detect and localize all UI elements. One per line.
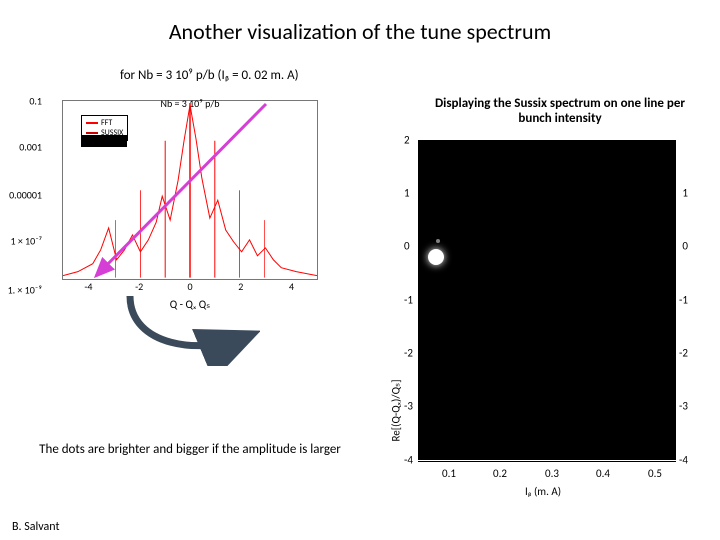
left-subtitle: for Nb = 3 10⁹ p/b (Iᵦ = 0. 02 m. A) (120, 68, 299, 83)
xtick: -4 (84, 280, 92, 293)
right-chart-area (418, 140, 676, 460)
page-title: Another visualization of the tune spectr… (0, 18, 720, 45)
ytick: 0.001 (6, 140, 42, 153)
ytick: -2 (679, 347, 688, 360)
ytick: 0.1 (6, 94, 42, 107)
caption-left: The dots are brighter and bigger if the … (30, 442, 350, 457)
xtick: 4 (289, 280, 294, 293)
left-chart: Spectrum Amplitude (Log scale) Nb = 3 10… (46, 90, 336, 300)
ytick: 1 × 10⁻⁷ (6, 235, 42, 248)
left-chart-frame: Nb = 3 10⁹ p/b FFT SUSSIX -4 -2 (62, 100, 318, 280)
xtick: 0.2 (493, 467, 507, 480)
ytick: -4 (404, 454, 413, 467)
ytick: 0.00001 (6, 189, 42, 202)
ytick: -1 (679, 294, 688, 307)
ytick: 2 (404, 134, 410, 147)
ytick: -1 (404, 294, 413, 307)
ytick: 1 (404, 187, 410, 200)
right-chart-ylabel: Re[(Q-Qₓ)/Qₛ] (390, 379, 403, 441)
legend-row: FFT (86, 118, 123, 128)
ytick: -4 (679, 454, 688, 467)
xtick: 0.1 (442, 467, 456, 480)
ytick: -2 (404, 347, 413, 360)
xtick: 0.3 (545, 467, 559, 480)
ytick: 1 (682, 187, 688, 200)
xtick: 0.5 (648, 467, 662, 480)
curved-arrow-icon (120, 286, 260, 366)
legend-overlay-strip (81, 135, 127, 147)
ytick: 1. × 10⁻⁹ (6, 283, 42, 296)
right-chart: Re[(Q-Qₓ)/Qₛ] 2 1 0 -1 -2 -3 -4 1 0 -1 -… (378, 140, 708, 510)
scatter-dot (436, 239, 440, 243)
right-subtitle: Displaying the Sussix spectrum on one li… (430, 96, 690, 126)
ytick: 0 (404, 240, 410, 253)
ytick: 0 (682, 240, 688, 253)
scatter-dot (428, 249, 444, 265)
author-label: B. Salvant (12, 520, 60, 534)
right-chart-xaxis (418, 461, 676, 462)
ytick: -3 (404, 400, 413, 413)
ytick: -3 (679, 400, 688, 413)
xtick: 0.4 (596, 467, 610, 480)
right-chart-xlabel: Iᵦ (m. A) (525, 485, 561, 498)
legend-item: FFT (101, 118, 112, 128)
